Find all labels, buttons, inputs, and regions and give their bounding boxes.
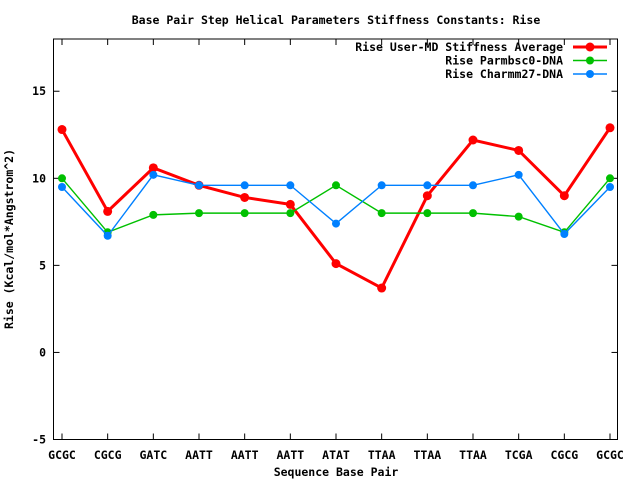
data-point (286, 181, 295, 190)
y-tick-label: 5 (39, 258, 46, 272)
y-tick-label: 0 (39, 345, 46, 359)
x-axis-label: Sequence Base Pair (274, 465, 399, 479)
data-point (58, 183, 66, 192)
x-tick-label: TCGA (505, 448, 533, 462)
legend-label: Rise Charmm27-DNA (445, 67, 563, 81)
data-point (514, 170, 523, 179)
data-point (103, 206, 113, 216)
data-point (514, 212, 523, 221)
x-tick-label: AATT (276, 448, 304, 462)
data-point (559, 191, 569, 201)
legend-sample-marker (586, 56, 594, 65)
y-tick-label: 15 (32, 84, 46, 98)
x-tick-label: GCGC (596, 448, 624, 462)
data-point (331, 259, 341, 269)
data-point (240, 181, 249, 190)
x-tick-label: CGCG (550, 448, 578, 462)
x-tick-label: ATAT (322, 448, 350, 462)
data-point (332, 181, 340, 190)
x-tick-label: AATT (231, 448, 259, 462)
data-point (514, 145, 524, 155)
legend-label: Rise User-MD Stiffness Average (355, 40, 563, 54)
data-point (195, 209, 203, 218)
data-point (377, 283, 387, 293)
data-point (377, 209, 386, 218)
series-plot (57, 123, 615, 293)
data-point (422, 191, 432, 201)
axes: -5 0 5 10 15 GCGC CGCG GATC AATT AATT AATT ATAT TTAA… (32, 38, 624, 462)
data-point (468, 135, 478, 145)
data-point (423, 209, 432, 218)
data-point (286, 209, 295, 218)
data-point (57, 125, 67, 135)
data-point (240, 209, 249, 218)
data-point (469, 181, 477, 190)
legend-sample-marker (586, 70, 594, 78)
data-point (605, 123, 615, 133)
data-point (195, 181, 203, 190)
data-point (285, 199, 295, 209)
data-point (149, 170, 158, 179)
data-point (58, 174, 66, 183)
x-tick-label: AATT (185, 448, 213, 462)
data-point (332, 219, 340, 228)
legend-sample-marker (585, 42, 595, 52)
legend-label: Rise Parmbsc0-DNA (445, 54, 563, 68)
data-point (423, 181, 432, 190)
x-tick-label: GATC (139, 448, 167, 462)
data-point (377, 181, 386, 190)
data-point (606, 183, 614, 192)
y-tick-label: 10 (32, 171, 46, 185)
x-tick-label: TTAA (368, 448, 396, 462)
x-tick-label: TTAA (413, 448, 441, 462)
x-tick-label: GCGC (48, 448, 76, 462)
data-point (103, 231, 112, 240)
y-tick-label: -5 (32, 433, 46, 447)
x-tick-label: CGCG (94, 448, 122, 462)
y-axis-label: Rise (Kcal/mol*Angstrom^2) (2, 149, 16, 329)
data-point (148, 163, 158, 173)
data-point (469, 209, 477, 218)
data-point (606, 174, 614, 183)
chart-title: Base Pair Step Helical Parameters Stiffn… (132, 13, 541, 27)
data-point (560, 230, 569, 239)
plot-frame (53, 38, 618, 440)
x-tick-label: TTAA (459, 448, 487, 462)
data-point (240, 192, 250, 202)
data-point (149, 210, 158, 219)
